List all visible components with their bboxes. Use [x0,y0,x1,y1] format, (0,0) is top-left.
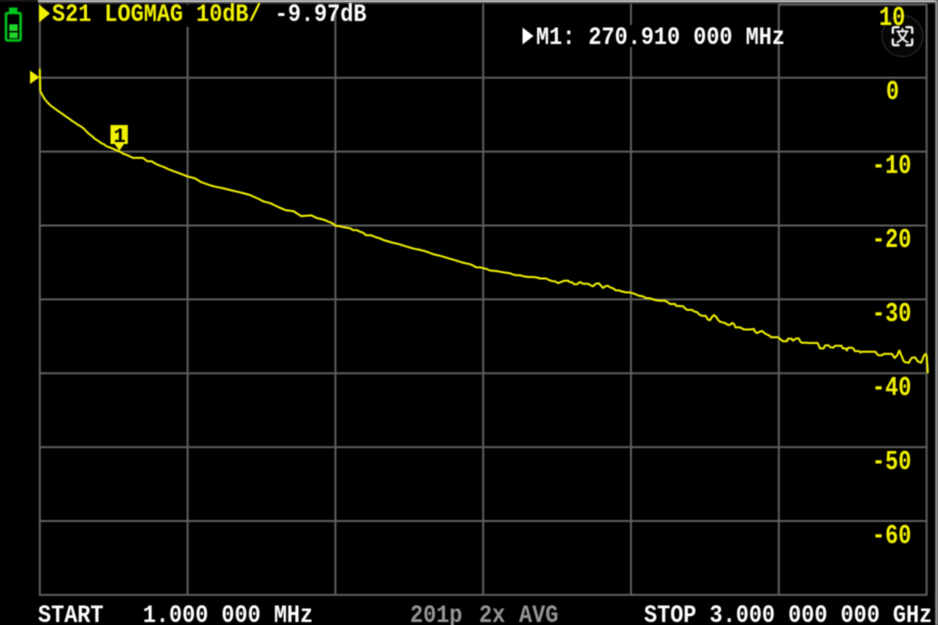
svg-text:1: 1 [113,126,125,149]
